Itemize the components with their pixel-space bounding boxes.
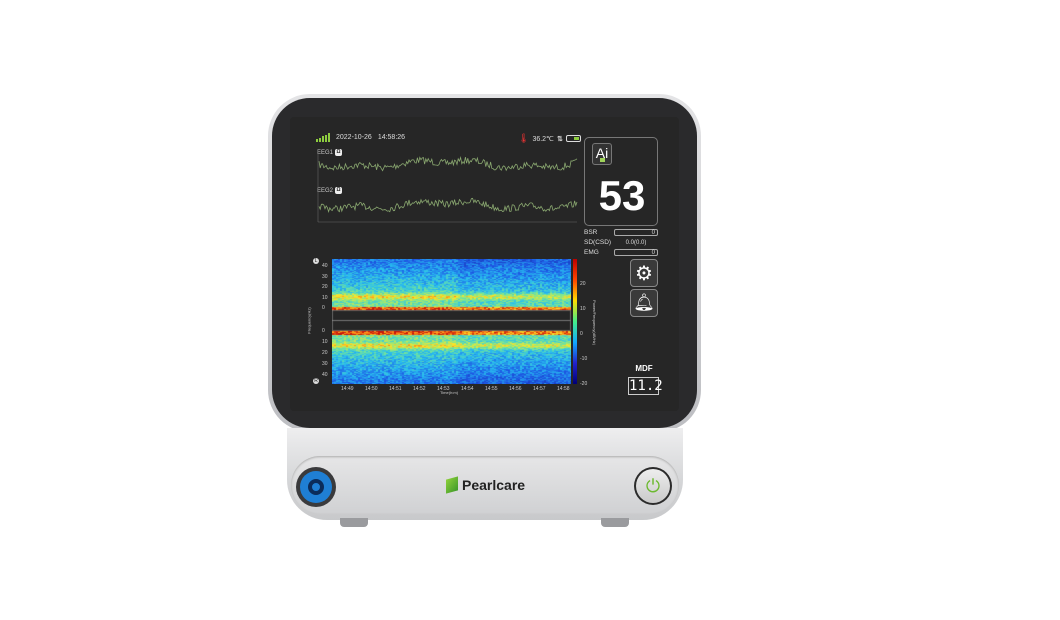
y-tick: 10 [322, 339, 328, 345]
eeg1-waveform [318, 156, 578, 172]
y-axis-label: Frequency(Hz) [306, 307, 312, 334]
x-tick: 14:52 [413, 386, 426, 392]
y-tick: 30 [322, 273, 328, 280]
channel-left-badge: L [313, 258, 319, 264]
status-bar: 2022-10-26 14:58:26 [316, 133, 405, 142]
y-tick: 30 [322, 361, 328, 367]
date: 2022-10-26 [336, 134, 372, 141]
y-tick: 20 [322, 350, 328, 356]
metric-sd-csd: SD(CSD) 0.0(0.0) [584, 239, 647, 246]
colorbar-label: Power/Frequency(dB/Hz) [591, 300, 597, 345]
mdf-value: 11.2 [628, 377, 663, 395]
x-tick: 14:51 [389, 386, 402, 392]
ai-badge: Ai [592, 143, 612, 165]
y-tick: 0 [322, 305, 325, 311]
colorbar-tick: 0 [580, 331, 583, 337]
arrows-up-down-icon: ⇅ [556, 135, 563, 143]
foot-left [340, 518, 368, 527]
colorbar-tick: 10 [580, 306, 586, 312]
x-tick: 14:57 [533, 386, 546, 392]
front-panel [291, 456, 679, 514]
metric-emg: EMG 0 [584, 249, 658, 256]
x-tick: 14:53 [437, 386, 450, 392]
signal-strength-icon [316, 133, 330, 142]
impedance-icon[interactable]: Ω [335, 149, 343, 156]
mdf-label: MDF [635, 364, 653, 373]
eeg2-waveform [318, 197, 578, 213]
impedance-icon[interactable]: Ω [335, 187, 343, 194]
gear-icon: ⚙ [635, 262, 653, 285]
settings-button[interactable]: ⚙ [630, 259, 658, 287]
x-axis-label: Time(h:m) [440, 390, 459, 395]
y-tick: 40 [322, 263, 328, 269]
y-tick: 10 [322, 294, 328, 301]
brand-name: Pearlcare [462, 477, 526, 493]
colorbar-tick: -20 [580, 381, 588, 387]
foot-right [601, 518, 629, 527]
colorbar-tick: 20 [580, 281, 586, 287]
x-tick: 14:49 [341, 386, 354, 392]
power-icon: ⏻ [636, 469, 670, 503]
eeg-waveforms [317, 150, 578, 223]
y-tick: 40 [322, 372, 328, 378]
sensor-connector-port[interactable] [296, 467, 336, 507]
leaf-logo-icon [446, 476, 458, 494]
y-tick: 20 [322, 284, 328, 290]
spectrogram-plot [332, 259, 571, 384]
index-value: 53 [598, 172, 646, 219]
power-button[interactable]: ⏻ [634, 467, 672, 505]
x-tick: 14:56 [509, 386, 522, 392]
battery-icon [565, 135, 581, 142]
thermometer-icon: 🌡 [518, 133, 530, 143]
bell-icon: 🔔︎ [633, 293, 655, 312]
alarm-button[interactable]: 🔔︎ [630, 289, 658, 317]
eeg1-label: EEG1 Ω [317, 149, 343, 156]
metric-bsr: BSR 0 [584, 229, 658, 236]
colorbar [573, 259, 577, 384]
x-tick: 14:50 [365, 386, 378, 392]
channel-right-badge: R [313, 378, 319, 384]
eeg2-label: EEG2 Ω [317, 187, 343, 194]
y-tick: 0 [322, 328, 325, 334]
index-panel: Ai 53 [584, 137, 658, 226]
time: 14:58:26 [377, 134, 406, 141]
x-tick: 14:55 [485, 386, 498, 392]
colorbar-tick: -10 [580, 356, 588, 362]
status-right: 🌡 36.2℃ ⇅ [518, 133, 581, 144]
brand-logo: Pearlcare [446, 476, 526, 494]
x-tick: 14:58 [557, 386, 570, 392]
x-tick: 14:54 [461, 386, 474, 392]
temperature: 36.2℃ [532, 135, 554, 143]
